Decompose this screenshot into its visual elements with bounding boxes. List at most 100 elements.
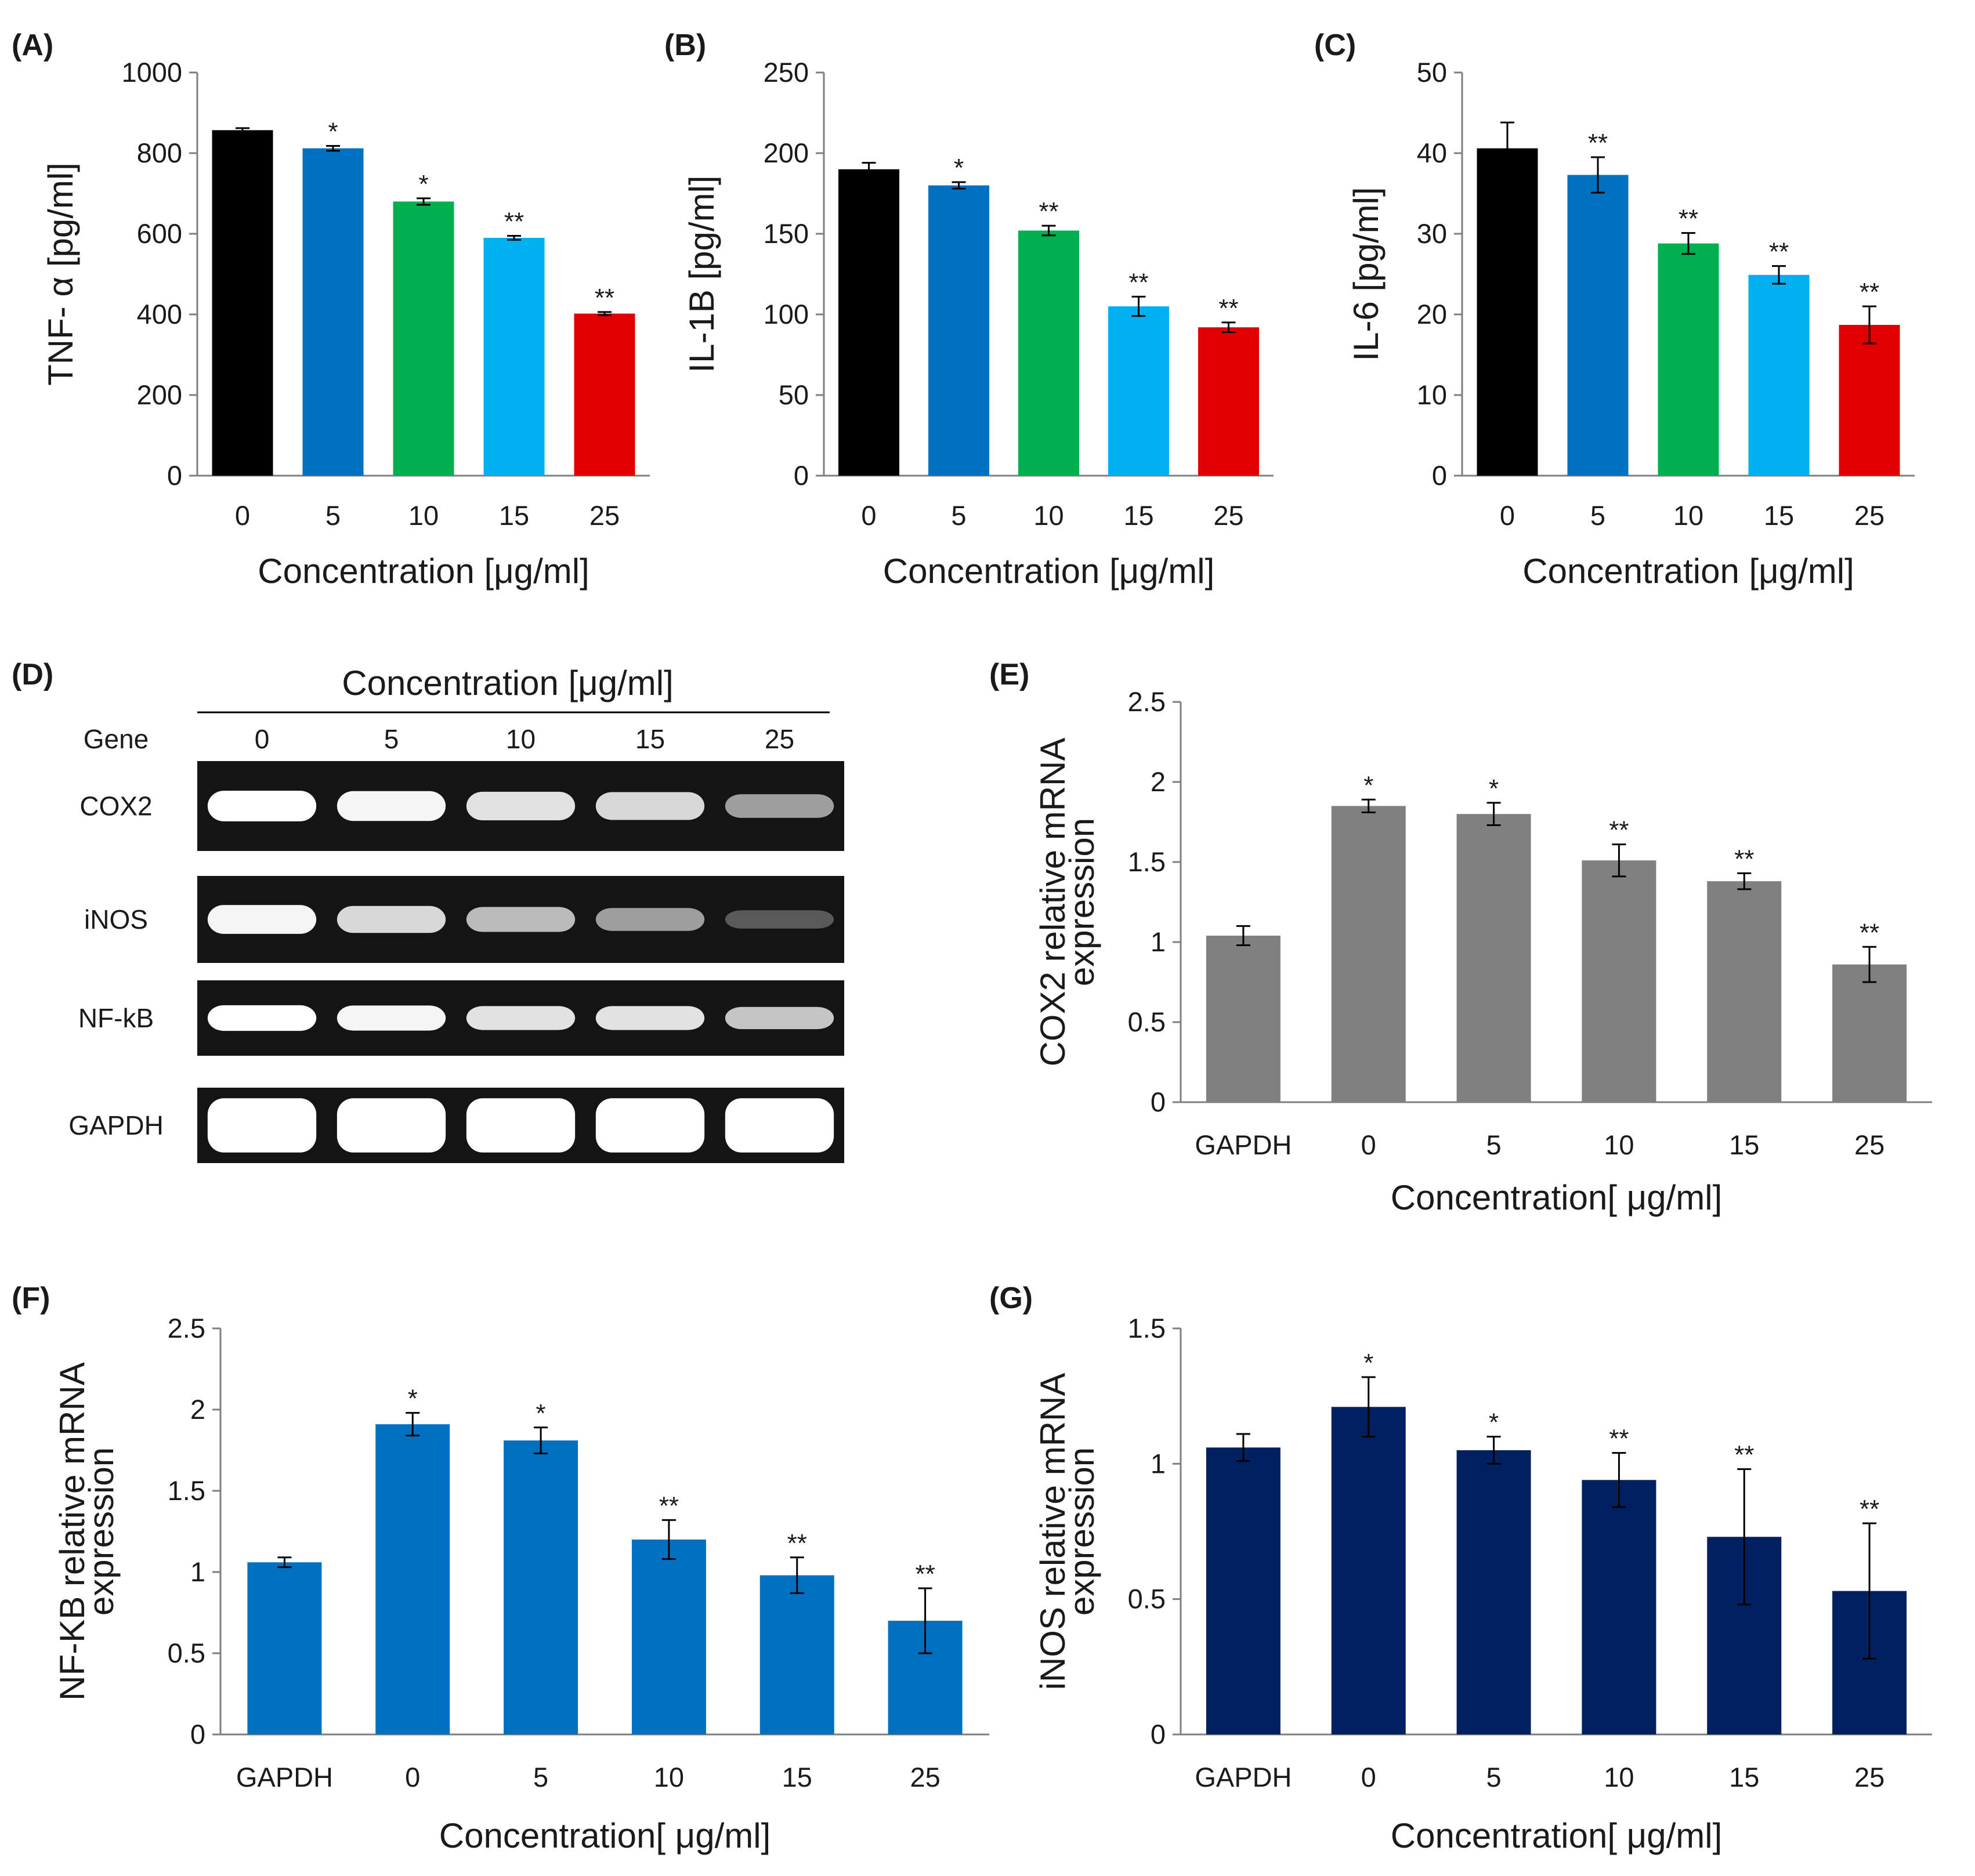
significance-label: * xyxy=(1363,771,1373,799)
gel-band xyxy=(207,1098,317,1153)
x-tick-label: 5 xyxy=(1486,1129,1502,1160)
gel-panel: (D) Concentration [μg/ml] Gene 0 5 10 15 25 COX2… xyxy=(12,658,844,1163)
bar xyxy=(1456,814,1531,1102)
y-tick-label: 0.5 xyxy=(1128,1006,1166,1037)
x-tick-label: 25 xyxy=(1854,1129,1884,1160)
significance-label: ** xyxy=(1588,129,1608,157)
y-tick-label: 1.5 xyxy=(1128,846,1166,877)
y-axis-title: TNF- α [pg/ml] xyxy=(41,162,80,386)
bar xyxy=(1018,230,1079,476)
x-tick-label: 25 xyxy=(910,1762,940,1792)
x-tick-label: GAPDH xyxy=(1195,1129,1292,1160)
bar xyxy=(1477,148,1538,476)
gene-label: iNOS xyxy=(84,904,148,935)
x-axis-title: Concentration [μg/ml] xyxy=(258,552,589,591)
gel-header: Concentration [μg/ml] xyxy=(342,664,674,702)
y-axis-title-line2: expression xyxy=(1062,818,1101,986)
x-tick-label: 10 xyxy=(1673,500,1703,531)
y-tick-label: 0 xyxy=(190,1719,205,1750)
bar xyxy=(1839,325,1900,476)
y-tick-label: 100 xyxy=(764,299,809,329)
bar xyxy=(1582,860,1656,1102)
significance-label: * xyxy=(1489,1408,1499,1437)
panel-label: (C) xyxy=(1314,28,1356,62)
gel-band xyxy=(466,1098,576,1153)
x-tick-label: 25 xyxy=(1213,500,1243,531)
panel-label: (E) xyxy=(989,658,1029,691)
bar xyxy=(574,313,635,476)
x-tick-label: 15 xyxy=(782,1762,812,1792)
panel-label: (B) xyxy=(664,28,706,62)
gene-label: NF-kB xyxy=(78,1003,154,1033)
panel-label: (A) xyxy=(12,28,53,62)
significance-label: * xyxy=(408,1385,418,1413)
y-tick-label: 600 xyxy=(137,218,182,249)
y-axis-title: IL-6 [pg/ml] xyxy=(1347,187,1386,361)
significance-label: ** xyxy=(1860,278,1879,306)
x-tick-label: 10 xyxy=(1604,1762,1634,1792)
panel-label: (D) xyxy=(12,658,53,691)
bar xyxy=(838,169,899,476)
significance-label: ** xyxy=(504,207,524,236)
x-tick-label: GAPDH xyxy=(236,1762,333,1792)
y-tick-label: 200 xyxy=(137,379,182,410)
gene-label: GAPDH xyxy=(68,1110,164,1140)
y-tick-label: 200 xyxy=(764,137,809,168)
y-tick-label: 10 xyxy=(1417,379,1447,410)
y-axis-title: IL-1B [pg/ml] xyxy=(682,175,721,372)
x-tick-label: 10 xyxy=(1033,500,1064,531)
x-tick-label: 15 xyxy=(1123,500,1153,531)
bar xyxy=(1582,1480,1656,1734)
bar xyxy=(1331,1407,1406,1734)
significance-label: ** xyxy=(1609,1425,1629,1453)
bar xyxy=(1658,243,1719,476)
y-tick-label: 800 xyxy=(137,137,182,168)
bar xyxy=(1198,327,1259,476)
gel-band xyxy=(337,1005,446,1031)
significance-label: * xyxy=(418,170,428,198)
y-axis-title-line1: iNOS relative mRNA xyxy=(1033,1373,1072,1690)
bar xyxy=(483,237,545,476)
x-tick-label: 25 xyxy=(1854,1762,1884,1792)
y-tick-label: 250 xyxy=(764,57,809,88)
significance-label: ** xyxy=(595,284,614,312)
y-tick-label: 2 xyxy=(190,1394,205,1425)
lane-label: 25 xyxy=(765,724,794,754)
significance-label: * xyxy=(1363,1349,1373,1377)
lane-label: 15 xyxy=(635,724,665,754)
significance-label: ** xyxy=(1734,1441,1754,1469)
gene-label: COX2 xyxy=(79,791,152,821)
x-tick-label: 25 xyxy=(589,500,620,531)
x-tick-label: 5 xyxy=(1486,1762,1502,1792)
bar xyxy=(928,185,989,476)
y-tick-label: 0 xyxy=(167,460,182,491)
y-tick-label: 1 xyxy=(190,1556,205,1587)
y-tick-label: 2.5 xyxy=(1128,686,1166,717)
x-tick-label: 10 xyxy=(408,500,439,531)
significance-label: ** xyxy=(787,1529,807,1558)
gel-band xyxy=(725,1098,834,1153)
y-tick-label: 1 xyxy=(1151,1448,1166,1479)
bar xyxy=(504,1440,578,1734)
significance-label: * xyxy=(328,117,338,146)
x-tick-label: 10 xyxy=(654,1762,684,1792)
x-tick-label: 15 xyxy=(1729,1762,1759,1792)
x-tick-label: 0 xyxy=(861,500,876,531)
x-axis-title: Concentration[ μg/ml] xyxy=(439,1816,771,1855)
bar xyxy=(1331,806,1406,1102)
gel-band xyxy=(337,1098,446,1153)
x-tick-label: 0 xyxy=(1361,1762,1376,1792)
bar xyxy=(1832,964,1907,1102)
bar xyxy=(393,201,454,476)
x-tick-label: 10 xyxy=(1604,1129,1634,1160)
y-tick-label: 1000 xyxy=(121,57,182,88)
x-tick-label: 25 xyxy=(1854,500,1884,531)
significance-label: ** xyxy=(1039,197,1058,226)
x-tick-label: 15 xyxy=(499,500,529,531)
x-axis-title: Concentration [μg/ml] xyxy=(1522,552,1854,591)
chart-panel-1: (B) 0 50 100 150 200 250 0 * 5 ** 10 ** 15 ** 25 Concent… xyxy=(664,28,1274,591)
y-tick-label: 2 xyxy=(1151,766,1166,797)
lane-label: 5 xyxy=(384,724,399,754)
gel-band xyxy=(207,791,317,821)
